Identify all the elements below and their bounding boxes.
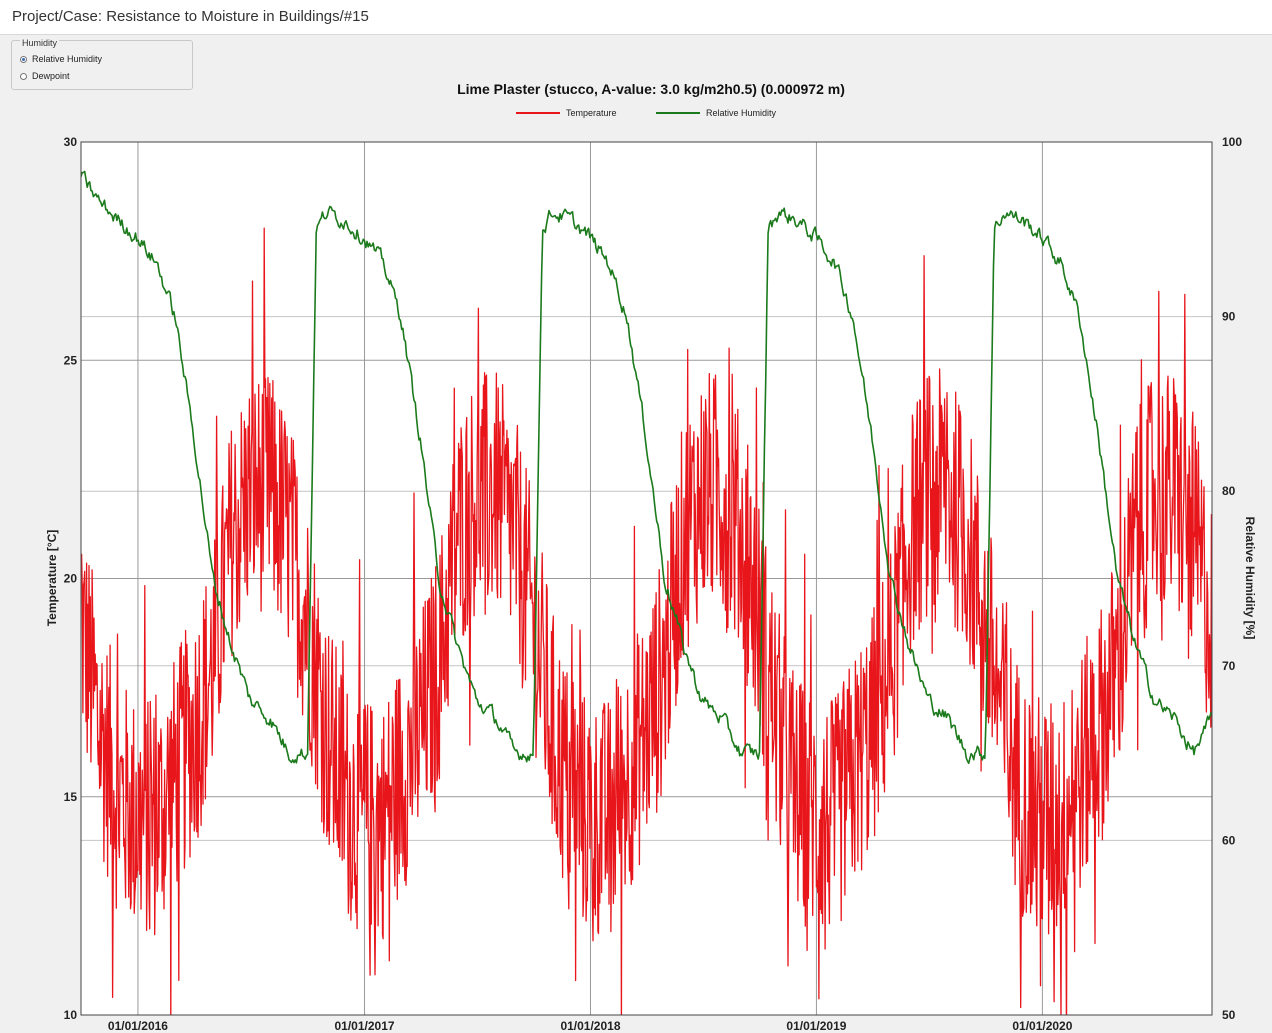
x-axis-ticks: 01/01/2016 01/01/2017 01/01/2018 01/01/2019… xyxy=(108,1019,1073,1033)
right-tick-90: 90 xyxy=(1222,310,1236,324)
right-axis-label: Relative Humidity [%] xyxy=(1243,517,1257,640)
right-tick-100: 100 xyxy=(1222,135,1242,149)
x-tick-1: 01/01/2017 xyxy=(334,1019,394,1033)
window-title: Project/Case: Resistance to Moisture in … xyxy=(12,8,369,25)
x-tick-4: 01/01/2020 xyxy=(1012,1019,1072,1033)
left-axis-label: Temperature [°C] xyxy=(45,530,59,627)
right-tick-60: 60 xyxy=(1222,833,1236,847)
dewpoint-label: Dewpoint xyxy=(32,71,70,81)
left-tick-15: 15 xyxy=(64,790,78,804)
x-tick-0: 01/01/2016 xyxy=(108,1019,168,1033)
dewpoint-radio[interactable]: Dewpoint xyxy=(20,71,70,81)
plot-frame xyxy=(80,141,1213,1016)
window-titlebar: Project/Case: Resistance to Moisture in … xyxy=(0,0,1272,35)
radio-selected-icon xyxy=(20,55,27,63)
right-tick-80: 80 xyxy=(1222,484,1236,498)
series-line-relative-humidity xyxy=(81,170,1212,765)
humidity-group-label: Humidity xyxy=(20,38,60,48)
legend-temperature-label: Temperature xyxy=(566,108,617,118)
left-tick-20: 20 xyxy=(64,572,78,586)
relative-humidity-radio[interactable]: Relative Humidity xyxy=(20,54,102,64)
humidity-option-group: Humidity Relative Humidity Dewpoint xyxy=(11,38,193,90)
right-tick-50: 50 xyxy=(1222,1008,1236,1022)
radio-unselected-icon xyxy=(20,72,27,80)
series-line-temperature xyxy=(81,227,1212,1015)
left-tick-10: 10 xyxy=(64,1008,78,1022)
legend: Temperature Relative Humidity xyxy=(516,108,777,118)
x-tick-3: 01/01/2019 xyxy=(786,1019,846,1033)
left-tick-30: 30 xyxy=(64,135,78,149)
x-tick-2: 01/01/2018 xyxy=(560,1019,620,1033)
right-axis-ticks: 50 60 70 80 90 100 xyxy=(1222,135,1242,1022)
relative-humidity-label: Relative Humidity xyxy=(32,54,103,64)
legend-relative-humidity-label: Relative Humidity xyxy=(706,108,777,118)
right-tick-70: 70 xyxy=(1222,659,1236,673)
left-tick-25: 25 xyxy=(64,353,78,367)
left-axis-ticks: 10 15 20 25 30 xyxy=(64,135,78,1022)
series-layer xyxy=(81,170,1212,1015)
chart-title: Lime Plaster (stucco, A-value: 3.0 kg/m2… xyxy=(457,81,845,97)
